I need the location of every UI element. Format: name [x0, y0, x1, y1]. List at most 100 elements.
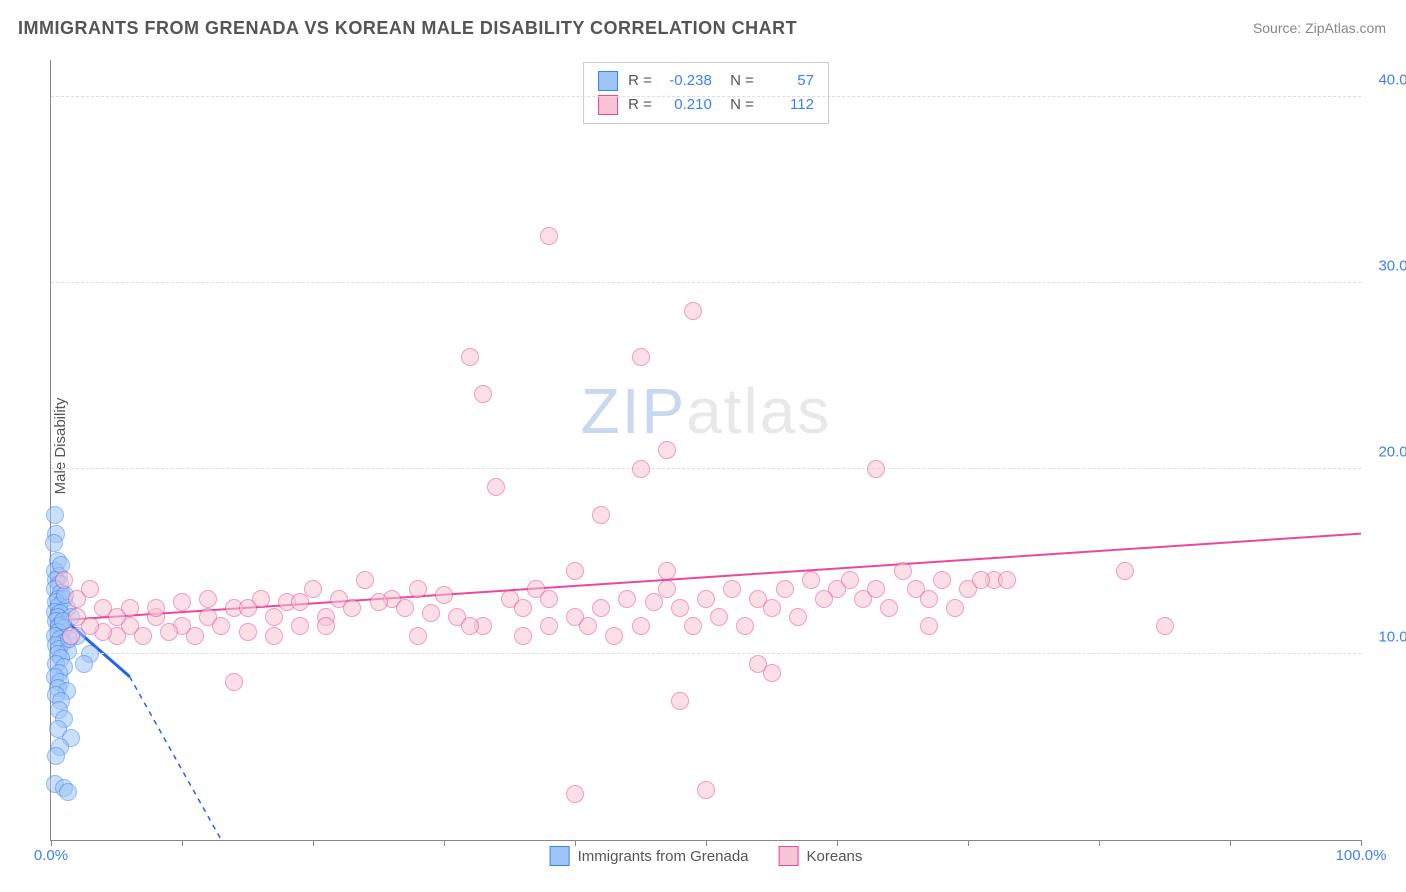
- scatter-point: [658, 580, 676, 598]
- scatter-point: [697, 590, 715, 608]
- scatter-point: [671, 692, 689, 710]
- scatter-point: [186, 627, 204, 645]
- y-tick-label: 40.0%: [1378, 72, 1406, 89]
- scatter-point: [632, 460, 650, 478]
- scatter-point: [736, 617, 754, 635]
- scatter-point: [47, 747, 65, 765]
- scatter-point: [1156, 617, 1174, 635]
- stat-r-value: -0.238: [662, 69, 712, 93]
- x-tick-mark: [1230, 840, 1231, 846]
- scatter-point: [789, 608, 807, 626]
- scatter-point: [933, 571, 951, 589]
- scatter-point: [540, 227, 558, 245]
- legend-label: Immigrants from Grenada: [578, 848, 749, 865]
- stats-legend-box: R =-0.238 N =57R =0.210 N =112: [583, 62, 829, 124]
- legend-swatch: [779, 846, 799, 866]
- scatter-point: [880, 599, 898, 617]
- scatter-point: [592, 506, 610, 524]
- scatter-point: [867, 580, 885, 598]
- scatter-point: [239, 599, 257, 617]
- x-tick-mark: [837, 840, 838, 846]
- gridline: [51, 653, 1361, 654]
- x-tick-label: 100.0%: [1336, 847, 1387, 864]
- gridline: [51, 282, 1361, 283]
- scatter-point: [998, 571, 1016, 589]
- x-tick-mark: [182, 840, 183, 846]
- scatter-point: [1116, 562, 1134, 580]
- scatter-point: [461, 617, 479, 635]
- x-tick-mark: [968, 840, 969, 846]
- stats-row: R = -0.238 N = 57: [598, 69, 814, 93]
- series-swatch: [598, 71, 618, 91]
- x-tick-label: 0.0%: [34, 847, 68, 864]
- scatter-point: [540, 590, 558, 608]
- legend-item: Koreans: [779, 846, 863, 866]
- scatter-point: [59, 783, 77, 801]
- scatter-point: [894, 562, 912, 580]
- scatter-point: [710, 608, 728, 626]
- scatter-point: [474, 385, 492, 403]
- trend-lines-layer: [51, 60, 1361, 840]
- gridline: [51, 96, 1361, 97]
- scatter-point: [396, 599, 414, 617]
- scatter-point: [540, 617, 558, 635]
- chart-title: IMMIGRANTS FROM GRENADA VS KOREAN MALE D…: [18, 18, 797, 39]
- scatter-point: [658, 562, 676, 580]
- legend-label: Koreans: [807, 848, 863, 865]
- x-tick-mark: [1361, 840, 1362, 846]
- scatter-point: [514, 599, 532, 617]
- stat-n-label: N =: [722, 69, 754, 93]
- scatter-point: [81, 580, 99, 598]
- scatter-point: [920, 617, 938, 635]
- scatter-point: [199, 590, 217, 608]
- scatter-point: [579, 617, 597, 635]
- scatter-point: [265, 608, 283, 626]
- scatter-point: [435, 586, 453, 604]
- chart-plot-area: ZIPatlas R =-0.238 N =57R =0.210 N =112 …: [50, 60, 1361, 841]
- series-swatch: [598, 95, 618, 115]
- scatter-point: [160, 623, 178, 641]
- scatter-point: [566, 562, 584, 580]
- scatter-point: [867, 460, 885, 478]
- scatter-point: [409, 627, 427, 645]
- scatter-point: [972, 571, 990, 589]
- scatter-point: [487, 478, 505, 496]
- scatter-point: [671, 599, 689, 617]
- x-tick-mark: [313, 840, 314, 846]
- scatter-point: [45, 534, 63, 552]
- source-attribution: Source: ZipAtlas.com: [1253, 20, 1386, 36]
- scatter-point: [134, 627, 152, 645]
- scatter-point: [265, 627, 283, 645]
- scatter-point: [291, 593, 309, 611]
- gridline: [51, 468, 1361, 469]
- scatter-point: [225, 673, 243, 691]
- legend-item: Immigrants from Grenada: [550, 846, 749, 866]
- scatter-point: [723, 580, 741, 598]
- scatter-point: [841, 571, 859, 589]
- scatter-point: [46, 506, 64, 524]
- stat-n-value: 57: [764, 69, 814, 93]
- scatter-point: [239, 623, 257, 641]
- x-tick-mark: [51, 840, 52, 846]
- scatter-point: [632, 617, 650, 635]
- y-tick-label: 20.0%: [1378, 443, 1406, 460]
- scatter-point: [68, 608, 86, 626]
- scatter-point: [658, 441, 676, 459]
- bottom-legend: Immigrants from Grenada Koreans: [550, 846, 863, 866]
- scatter-point: [763, 664, 781, 682]
- scatter-point: [291, 617, 309, 635]
- scatter-point: [776, 580, 794, 598]
- scatter-point: [605, 627, 623, 645]
- scatter-point: [461, 348, 479, 366]
- x-tick-mark: [706, 840, 707, 846]
- x-tick-mark: [1099, 840, 1100, 846]
- scatter-point: [920, 590, 938, 608]
- x-tick-mark: [444, 840, 445, 846]
- scatter-point: [75, 655, 93, 673]
- scatter-point: [55, 571, 73, 589]
- stat-r-label: R =: [628, 69, 652, 93]
- y-tick-label: 30.0%: [1378, 257, 1406, 274]
- scatter-point: [108, 608, 126, 626]
- scatter-point: [946, 599, 964, 617]
- scatter-point: [566, 785, 584, 803]
